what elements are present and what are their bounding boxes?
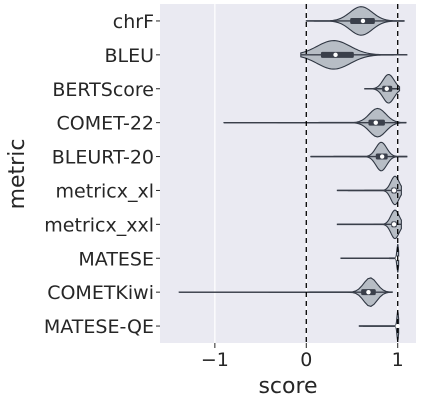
metric-label: metricx_xxl [44, 214, 154, 236]
metric-label: metricx_xl [56, 180, 154, 202]
median-MATESE-QE [395, 323, 400, 329]
violins [178, 6, 408, 342]
x-axis-label: score [258, 374, 317, 399]
metric-label: MATESE-QE [44, 316, 154, 338]
y-axis-label: metric [5, 139, 30, 210]
metric-label: BLEU [104, 45, 154, 67]
metric-label: COMETKiwi [47, 282, 154, 304]
metric-label: COMET-22 [56, 113, 154, 135]
metric-label: chrF [113, 11, 154, 33]
x-tick-label: 0 [300, 349, 312, 371]
metric-label: BERTScore [52, 79, 154, 101]
reference-lines [305, 4, 399, 343]
metric-label: MATESE [78, 248, 154, 270]
metric-label: BLEURT-20 [52, 147, 154, 169]
median-metricx_xl [391, 188, 397, 193]
x-tick-label: 1 [392, 349, 404, 371]
metric-tick-labels: chrF BLEU BERTScore COMET-22 BLEURT-20 metric… [44, 11, 160, 338]
median-COMETKiwi [366, 289, 371, 295]
median-BERTScore [384, 86, 389, 91]
median-BLEURT-20 [379, 154, 385, 159]
median-metricx_xxl [391, 222, 397, 227]
median-chrF [360, 18, 366, 24]
x-tick-label: −1 [201, 349, 229, 371]
median-BLEU [333, 52, 338, 58]
score-tick-labels: −1 0 1 [201, 343, 404, 371]
median-COMET-22 [373, 120, 378, 125]
